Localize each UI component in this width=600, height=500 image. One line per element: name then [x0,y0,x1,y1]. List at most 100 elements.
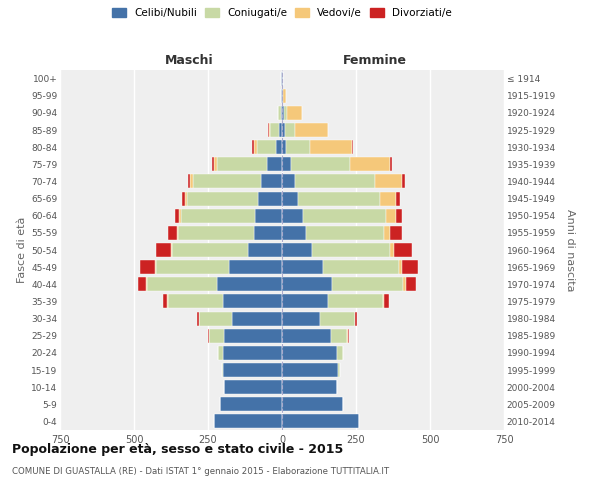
Bar [282,174,295,188]
Bar [171,243,172,257]
Bar [220,398,282,411]
Bar [282,208,303,222]
Bar [287,106,302,120]
Bar [177,226,178,240]
Y-axis label: Fasce di età: Fasce di età [17,217,27,283]
Bar [282,140,286,154]
Bar [390,243,394,257]
Bar [402,260,418,274]
Bar [328,294,383,308]
Bar [199,312,232,326]
Bar [270,123,279,137]
Bar [282,158,291,172]
Bar [278,106,281,120]
Bar [248,243,282,257]
Bar [282,398,343,411]
Bar [394,243,412,257]
Bar [380,192,396,205]
Bar [269,123,270,137]
Bar [383,294,384,308]
Bar [223,363,282,377]
Bar [172,243,248,257]
Bar [137,278,146,291]
Bar [175,208,179,222]
Bar [187,192,259,205]
Bar [295,123,328,137]
Bar [282,312,320,326]
Bar [384,294,389,308]
Bar [403,278,406,291]
Bar [279,123,282,137]
Bar [223,346,282,360]
Bar [303,208,386,222]
Bar [256,208,282,222]
Bar [193,174,261,188]
Bar [179,208,181,222]
Bar [291,158,350,172]
Bar [282,294,328,308]
Bar [254,226,282,240]
Bar [402,174,405,188]
Bar [282,380,337,394]
Text: Maschi: Maschi [164,54,213,66]
Bar [232,312,282,326]
Bar [282,226,305,240]
Legend: Celibi/Nubili, Coniugati/e, Vedovi/e, Divorziati/e: Celibi/Nubili, Coniugati/e, Vedovi/e, Di… [112,8,452,18]
Bar [386,208,396,222]
Bar [305,226,384,240]
Bar [197,312,199,326]
Bar [208,328,209,342]
Bar [156,243,171,257]
Bar [181,208,256,222]
Bar [331,328,347,342]
Bar [229,260,282,274]
Bar [396,208,402,222]
Bar [337,346,343,360]
Bar [282,192,298,205]
Bar [282,243,311,257]
Bar [320,312,355,326]
Bar [348,328,349,342]
Bar [310,140,352,154]
Bar [338,363,340,377]
Bar [375,174,402,188]
Bar [282,414,359,428]
Bar [282,106,284,120]
Bar [218,346,223,360]
Bar [332,278,403,291]
Bar [214,158,217,172]
Bar [282,123,285,137]
Bar [406,278,416,291]
Bar [276,140,282,154]
Bar [168,294,223,308]
Bar [282,346,337,360]
Bar [390,226,402,240]
Bar [298,192,380,205]
Bar [282,88,283,102]
Y-axis label: Anni di nascita: Anni di nascita [565,209,575,291]
Bar [282,363,338,377]
Bar [257,140,276,154]
Bar [282,278,332,291]
Bar [282,328,331,342]
Bar [148,278,217,291]
Bar [399,260,402,274]
Bar [212,158,214,172]
Bar [217,278,282,291]
Bar [285,123,295,137]
Bar [163,294,167,308]
Bar [384,226,390,240]
Bar [146,278,148,291]
Bar [352,140,353,154]
Bar [283,88,286,102]
Bar [281,106,282,120]
Bar [182,192,185,205]
Text: Femmine: Femmine [343,54,407,66]
Bar [209,328,224,342]
Bar [178,226,254,240]
Bar [224,380,282,394]
Bar [155,260,156,274]
Bar [286,140,310,154]
Bar [224,328,282,342]
Bar [295,174,375,188]
